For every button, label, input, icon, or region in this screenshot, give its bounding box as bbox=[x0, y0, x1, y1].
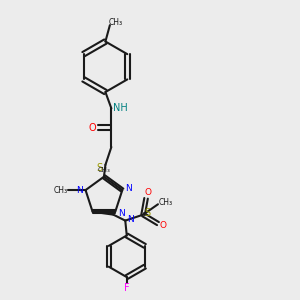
Text: F: F bbox=[124, 284, 130, 293]
Text: O: O bbox=[88, 123, 96, 133]
Text: CH₃: CH₃ bbox=[98, 167, 110, 173]
Text: O: O bbox=[160, 220, 167, 230]
Text: O: O bbox=[144, 188, 151, 197]
Text: NH: NH bbox=[113, 103, 128, 113]
Text: CH₃: CH₃ bbox=[158, 198, 172, 207]
Text: N: N bbox=[118, 209, 125, 218]
Text: N: N bbox=[127, 214, 134, 224]
Text: CH₃: CH₃ bbox=[108, 18, 122, 27]
Text: S: S bbox=[145, 208, 151, 218]
Text: N: N bbox=[76, 186, 82, 195]
Text: N: N bbox=[125, 184, 132, 193]
Text: S: S bbox=[96, 164, 103, 173]
Text: CH₃: CH₃ bbox=[53, 186, 68, 195]
